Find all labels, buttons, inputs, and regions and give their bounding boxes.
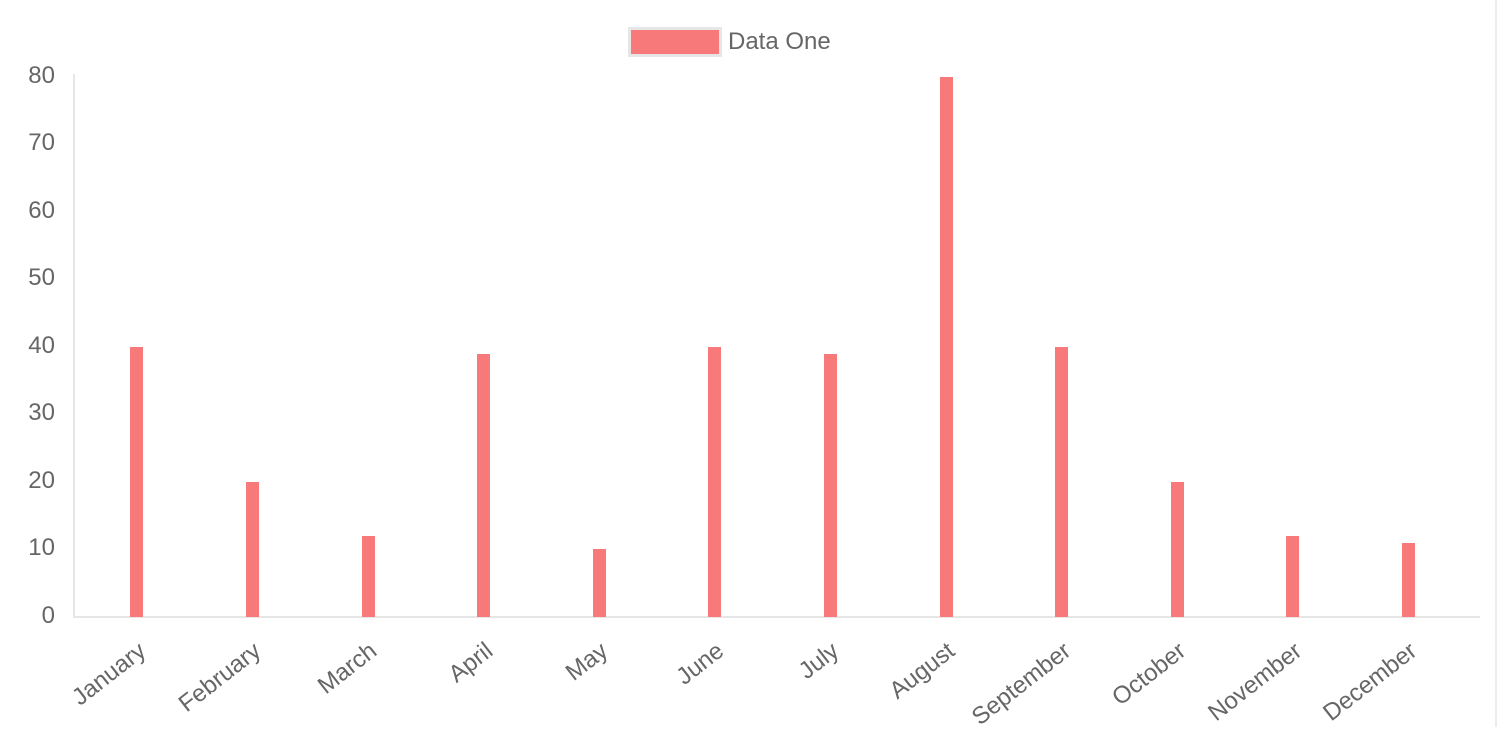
scrollbar-track	[1495, 0, 1497, 727]
y-tick-label-40: 40	[28, 331, 55, 359]
bar-march	[361, 535, 375, 617]
y-tick-label-70: 70	[28, 129, 55, 157]
bar-november	[1286, 535, 1300, 617]
x-tick-label-january: January	[66, 637, 151, 712]
x-axis-line	[73, 616, 1480, 618]
bar-september	[1055, 346, 1069, 617]
y-axis-line	[73, 74, 75, 618]
bar-january	[130, 346, 144, 617]
bar-june	[708, 346, 722, 617]
bar-april	[477, 353, 491, 617]
legend-item-data-one[interactable]: Data One	[628, 27, 831, 57]
y-tick-label-50: 50	[28, 264, 55, 292]
y-tick-label-0: 0	[41, 602, 55, 629]
bar-february	[245, 481, 259, 617]
y-tick-label-30: 30	[28, 399, 55, 427]
y-tick-label-10: 10	[28, 534, 55, 562]
y-tick-label-80: 80	[28, 61, 55, 89]
legend-label: Data One	[728, 28, 831, 55]
bar-july	[823, 353, 837, 617]
bar-may	[592, 549, 606, 617]
bar-december	[1401, 542, 1415, 617]
bar-october	[1170, 481, 1184, 617]
legend-color-box	[628, 27, 722, 57]
bar-august	[939, 76, 953, 617]
y-tick-label-20: 20	[28, 466, 55, 494]
y-tick-label-60: 60	[28, 196, 55, 224]
